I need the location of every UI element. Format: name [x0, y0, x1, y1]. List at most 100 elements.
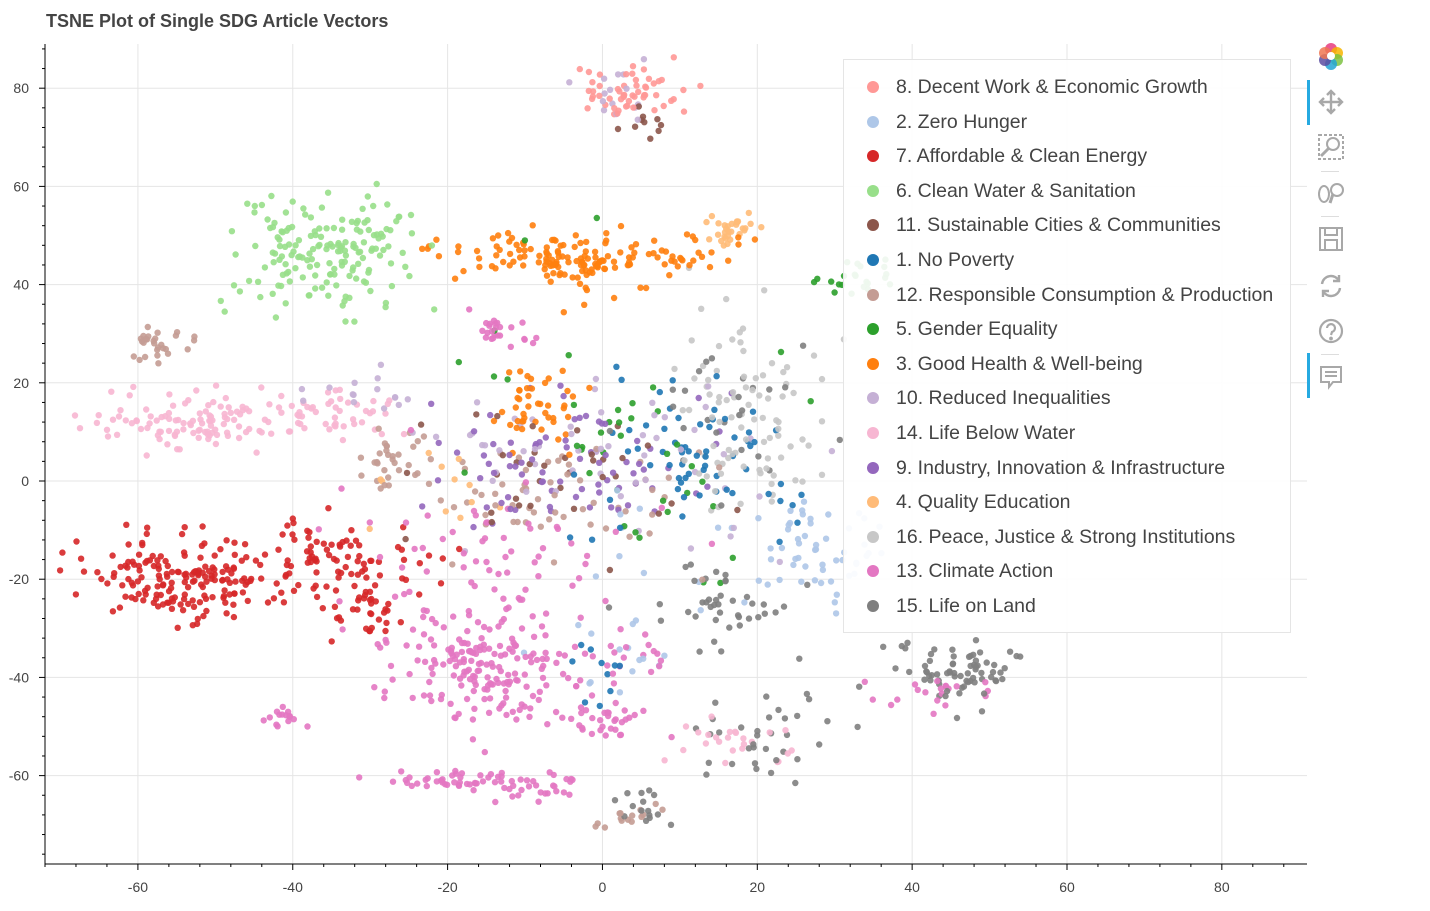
help-icon[interactable] [1317, 317, 1345, 345]
scatter-point [458, 682, 465, 689]
scatter-point [222, 599, 229, 606]
save-icon[interactable] [1317, 225, 1345, 253]
scatter-point [776, 558, 783, 566]
scatter-point [602, 732, 609, 739]
scatter-point [522, 653, 529, 661]
scatter-point [640, 707, 647, 714]
scatter-point [519, 418, 526, 425]
scatter-point [609, 469, 617, 476]
scatter-point [583, 238, 590, 246]
scatter-point [483, 558, 490, 566]
scatter-point [330, 224, 338, 232]
scatter-point [711, 638, 718, 645]
scatter-point [640, 66, 648, 73]
scatter-point [767, 545, 774, 552]
scatter-point [685, 608, 692, 616]
scatter-point [601, 265, 608, 272]
scatter-point [586, 680, 593, 687]
scatter-point [611, 264, 619, 271]
scatter-point [816, 741, 823, 748]
scatter-point [659, 497, 667, 504]
scatter-point [292, 242, 299, 249]
scatter-point [242, 581, 249, 588]
scatter-point [798, 578, 805, 585]
scatter-point [414, 657, 421, 664]
scatter-point [498, 769, 505, 777]
scatter-point [972, 657, 980, 664]
scatter-point [457, 514, 464, 521]
scatter-point [276, 236, 283, 243]
scatter-point [266, 401, 273, 408]
scatter-point [683, 231, 691, 238]
scatter-point [581, 301, 588, 308]
scatter-point [480, 452, 488, 459]
bokeh-logo-icon[interactable] [1317, 42, 1345, 70]
scatter-point [515, 792, 522, 799]
pan-icon[interactable] [1317, 88, 1345, 116]
scatter-point [498, 499, 505, 507]
scatter-point [211, 552, 218, 559]
scatter-point [788, 747, 795, 754]
scatter-point [132, 595, 139, 603]
scatter-point [898, 642, 905, 650]
scatter-point [518, 786, 525, 794]
scatter-point [762, 745, 770, 753]
scatter-point [726, 624, 733, 631]
scatter-point [776, 576, 783, 584]
scatter-point [376, 553, 384, 561]
scatter-point [189, 597, 196, 604]
scatter-point [154, 603, 162, 610]
scatter-point [565, 352, 572, 359]
scatter-point [543, 682, 550, 689]
scatter-point [755, 577, 762, 584]
scatter-point [535, 573, 542, 580]
scatter-point [130, 383, 137, 391]
scatter-point [187, 421, 194, 429]
scatter-point [499, 452, 506, 459]
scatter-point [740, 373, 748, 380]
scatter-point [356, 542, 363, 549]
scatter-point [687, 545, 695, 552]
scatter-point [406, 588, 413, 595]
scatter-point [206, 412, 213, 419]
scatter-point [338, 262, 346, 269]
hover-icon[interactable] [1317, 363, 1345, 391]
scatter-point [603, 237, 610, 244]
scatter-point [695, 470, 703, 477]
scatter-point [325, 292, 332, 299]
scatter-point [479, 538, 486, 545]
scatter-point [129, 558, 136, 565]
scatter-point [498, 618, 505, 626]
scatter-point [368, 557, 375, 564]
reset-icon[interactable] [1317, 272, 1345, 300]
scatter-point [596, 459, 603, 466]
scatter-point [477, 475, 484, 482]
scatter-point [989, 668, 997, 676]
box-zoom-icon[interactable] [1317, 133, 1345, 161]
scatter-point [109, 416, 117, 423]
scatter-point [715, 399, 722, 406]
scatter-point [650, 250, 657, 257]
scatter-point [560, 392, 567, 400]
scatter-point [604, 477, 611, 484]
scatter-point [458, 639, 466, 647]
scatter-point [601, 824, 609, 831]
scatter-point [495, 570, 502, 578]
scatter-point [327, 240, 334, 248]
scatter-point [943, 687, 951, 695]
scatter-point [431, 306, 438, 313]
scatter-point [155, 360, 162, 367]
scatter-point [603, 230, 610, 237]
scatter-point [149, 552, 156, 560]
scatter-point [856, 683, 863, 690]
wheel-zoom-icon[interactable] [1317, 179, 1345, 207]
scatter-point [360, 560, 367, 567]
scatter-point [402, 263, 409, 270]
scatter-point [631, 249, 638, 256]
scatter-point [610, 294, 618, 302]
scatter-point [543, 244, 550, 251]
scatter-point [276, 242, 284, 250]
scatter-point [512, 404, 519, 411]
scatter-point [560, 513, 567, 521]
scatter-point [477, 772, 484, 779]
